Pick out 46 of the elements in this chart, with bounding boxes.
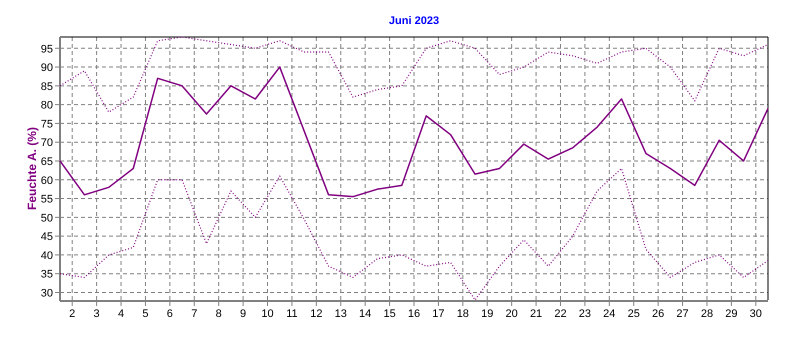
x-tick-label: 12: [310, 308, 322, 320]
y-tick-label: 95: [40, 43, 53, 56]
x-tick-label: 4: [118, 308, 124, 320]
x-tick-label: 23: [578, 308, 592, 320]
x-tick-label: 2: [69, 308, 76, 320]
y-tick-label: 80: [40, 100, 53, 112]
x-tick-label: 9: [240, 308, 246, 320]
x-tick-label: 18: [456, 308, 469, 320]
x-tick-label: 13: [334, 308, 347, 320]
y-tick-label: 40: [40, 250, 53, 262]
y-tick-label: 60: [40, 174, 53, 187]
chart-title: Juni 2023: [388, 15, 440, 27]
y-axis-title: Feuchte A. (%): [25, 127, 39, 210]
x-tick-label: 29: [725, 308, 738, 320]
x-tick-label: 17: [432, 308, 445, 320]
x-tick-label: 16: [408, 308, 420, 320]
x-tick-label: 20: [506, 308, 518, 320]
x-tick-label: 19: [481, 308, 494, 320]
y-tick-label: 55: [40, 194, 53, 206]
x-tick-label: 5: [142, 308, 149, 320]
y-tick-label: 90: [40, 62, 53, 74]
x-tick-label: 26: [652, 308, 664, 320]
x-tick-label: 30: [750, 308, 762, 320]
x-tick-label: 10: [261, 308, 274, 320]
x-tick-label: 7: [191, 308, 198, 320]
x-tick-label: 28: [700, 308, 714, 320]
y-tick-label: 50: [40, 212, 53, 224]
line-series: [59, 66, 769, 198]
y-tick-label: 75: [40, 118, 53, 130]
y-tick-label: 70: [40, 137, 53, 150]
x-tick-label: 11: [286, 308, 298, 320]
x-tick-label: 15: [383, 308, 396, 320]
y-tick-label: 45: [40, 231, 53, 244]
x-tick-label: 25: [628, 308, 640, 320]
x-tick-label: 21: [530, 308, 542, 320]
x-tick-label: 6: [166, 308, 173, 320]
y-tick-label: 65: [40, 156, 53, 168]
x-tick-label: 3: [94, 308, 100, 320]
y-tick-label: 85: [40, 80, 53, 93]
x-tick-label: 24: [603, 308, 616, 320]
x-tick-label: 14: [359, 308, 372, 320]
y-tick-label: 30: [40, 287, 53, 300]
y-tick-label: 35: [40, 268, 53, 281]
x-tick-label: 22: [554, 308, 567, 320]
x-tick-label: 27: [676, 308, 689, 320]
x-tick-label: 8: [216, 308, 222, 320]
